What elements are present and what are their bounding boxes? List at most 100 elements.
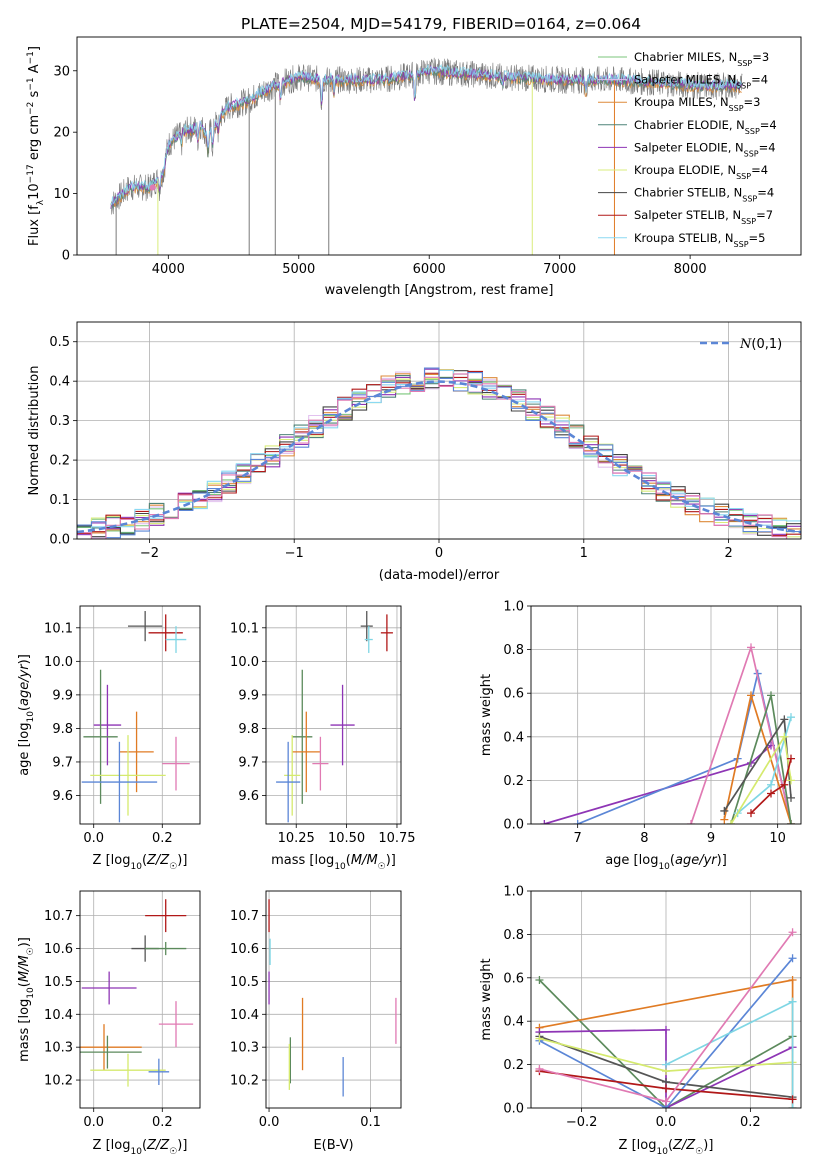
series-marker (535, 975, 544, 984)
legend-text: Kroupa ELODIE, N (634, 163, 736, 177)
label-part: mass [log (271, 853, 334, 868)
axes-weight_vs_Z: −0.2 0.0 0.2 0.0 0.2 0.4 0.6 0.8 1.0 mass weight Z… (479, 885, 801, 1157)
label-part: ( (142, 1138, 147, 1153)
y-tick-label: 10.2 (44, 1074, 73, 1089)
axes-frame (76, 321, 802, 540)
x-tick-label: 0.0 (83, 1115, 104, 1130)
label-part: M/M (351, 853, 378, 868)
spectrum-lines (110, 57, 743, 255)
legend-text: Chabrier MILES, N (634, 50, 737, 64)
errorbar-point (80, 1024, 142, 1071)
y-tick-label: 10.1 (44, 621, 73, 636)
legend-args: (0,1) (751, 337, 782, 352)
series-marker (787, 776, 795, 785)
y-tick-label: 9.8 (238, 722, 259, 737)
y-tick-label: 10.3 (230, 1041, 259, 1056)
label-part: )] (177, 853, 187, 868)
x-tick-label: 0 (435, 546, 443, 561)
y-tick-label: 0.6 (503, 971, 524, 986)
errorbar-point (145, 899, 187, 933)
legend-sub: SSP (744, 149, 759, 158)
legend-entry: Chabrier MILES, NSSP=3 (634, 50, 769, 68)
y-axis-label: Flux [fλ10−17 erg cm−2 s−1 A−1] (26, 46, 46, 246)
y-tick-label: 10.5 (230, 975, 259, 990)
y-tick-label: 10.0 (230, 655, 259, 670)
legend-n: N (739, 337, 752, 352)
legend-text: Kroupa STELIB, N (634, 231, 734, 245)
series-marker (720, 815, 729, 824)
label-part: 10 (27, 183, 42, 200)
series-marker (788, 975, 797, 984)
legend-sub: SSP (737, 59, 752, 68)
y-tick-label: 10.6 (230, 942, 259, 957)
series-marker (662, 1084, 670, 1093)
y-tick-label: 0.2 (503, 774, 524, 789)
label-part: −17 (26, 164, 36, 183)
errorbar-points (80, 899, 194, 1087)
x-tick-label: 0.2 (152, 831, 173, 846)
series-marker (788, 1095, 797, 1104)
series-marker (767, 780, 775, 789)
label-part: s (27, 90, 42, 101)
weight-series-line (535, 928, 797, 1106)
label-part: )] (17, 654, 32, 664)
label-part: )] (717, 853, 727, 868)
y-axis-label: mass weight (479, 674, 494, 756)
legend-tail: =3 (744, 95, 761, 109)
errorbar-point (93, 684, 122, 766)
series-marker (747, 809, 755, 818)
label-part: ☉ (695, 1147, 703, 1157)
x-axis-label: Z [log10(Z/Z☉)] (93, 853, 188, 872)
y-tick-label: 10.4 (44, 1008, 73, 1023)
y-tick-label: 0.0 (49, 533, 70, 548)
series-marker (662, 1060, 670, 1069)
weight-series-line (747, 754, 795, 818)
axes-frame (76, 36, 802, 256)
series-path (750, 758, 792, 814)
x-tick-label: 1 (580, 546, 588, 561)
errorbar-point (292, 669, 313, 804)
y-tick-label: 20 (53, 126, 70, 141)
weight-series-line (662, 997, 797, 1108)
errorbar-point (90, 1053, 166, 1087)
y-tick-label: 0.3 (49, 414, 70, 429)
errorbar-point (284, 735, 301, 816)
errorbar-points (81, 611, 190, 823)
x-tick-label: 7 (574, 831, 582, 846)
errorbar-point (83, 669, 118, 804)
series-marker (767, 789, 775, 798)
label-part: )] (17, 937, 32, 947)
y-tick-label: 10.1 (230, 621, 259, 636)
legend-entry: Kroupa STELIB, NSSP=5 (634, 231, 765, 249)
legend-tail: =4 (751, 163, 768, 177)
figure-title: PLATE=2504, MJD=54179, FIBERID=0164, z=0… (241, 15, 641, 33)
series-path (730, 695, 792, 824)
y-tick-label: 0.4 (503, 730, 524, 745)
errorbar-point (276, 741, 301, 823)
y-tick-label: 10.7 (44, 909, 73, 924)
legend-entry: Chabrier ELODIE, NSSP=4 (634, 118, 777, 136)
x-tick-label: 4000 (152, 262, 185, 277)
label-part: ( (17, 982, 32, 987)
y-tick-label: 0.2 (503, 1058, 524, 1073)
x-axis-label: E(B-V) (313, 1138, 353, 1153)
label-part: Z [log (619, 1138, 657, 1153)
x-tick-label: 0.1 (360, 1115, 381, 1130)
x-tick-label: 6000 (413, 262, 446, 277)
label-part: ☉ (26, 947, 36, 955)
y-tick-label: 10.3 (44, 1041, 73, 1056)
y-axis-label: mass [log10(M/M☉)] (17, 937, 36, 1062)
errorbar-point (119, 711, 154, 793)
label-part: 10 (26, 987, 36, 999)
errorbar-point (330, 684, 355, 766)
series-marker (780, 732, 789, 741)
legend-sub: SSP (736, 81, 751, 90)
axes-mass_vs_ebv: 0.0 0.1 10.2 10.3 10.4 10.5 10.6 10.7 E(B-V) (230, 891, 401, 1153)
axes-frame (265, 605, 402, 825)
errorbar-point (81, 741, 158, 823)
legend-text: Salpeter ELODIE, N (634, 140, 744, 154)
label-part: Z/Z (146, 853, 170, 868)
label-part: ☉ (169, 1147, 177, 1157)
x-tick-label: −2 (140, 546, 159, 561)
axes-frame (79, 605, 201, 825)
